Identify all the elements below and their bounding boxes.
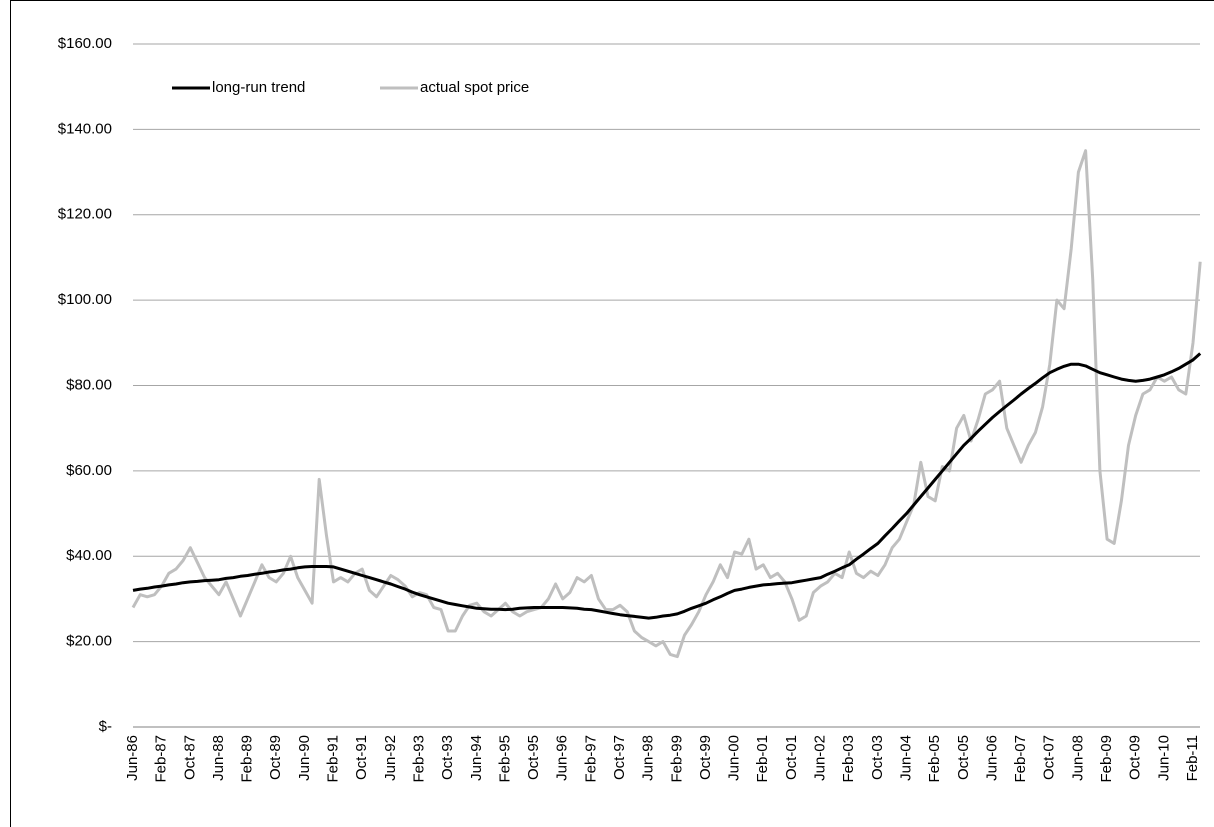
x-tick-label: Oct-91 xyxy=(353,735,370,780)
x-tick-label: Oct-03 xyxy=(869,735,886,780)
y-tick-label: $60.00 xyxy=(66,462,112,479)
x-tick-label: Jun-96 xyxy=(554,735,571,781)
x-tick-label: Feb-01 xyxy=(754,735,771,783)
legend-label: long-run trend xyxy=(212,79,305,96)
x-tick-label: Feb-97 xyxy=(582,735,599,783)
x-tick-label: Feb-05 xyxy=(926,735,943,783)
x-tick-label: Jun-10 xyxy=(1155,735,1172,781)
y-tick-label: $20.00 xyxy=(66,633,112,650)
series-line xyxy=(132,352,1202,620)
x-tick-label: Jun-86 xyxy=(124,735,141,781)
x-tick-label: Jun-08 xyxy=(1069,735,1086,781)
x-tick-label: Jun-88 xyxy=(210,735,227,781)
y-tick-label: $100.00 xyxy=(58,291,112,308)
x-tick-label: Oct-93 xyxy=(439,735,456,780)
y-tick-label: $120.00 xyxy=(58,206,112,223)
x-tick-label: Oct-05 xyxy=(955,735,972,780)
x-tick-label: Jun-94 xyxy=(468,735,485,781)
x-tick-label: Jun-00 xyxy=(726,735,743,781)
x-tick-label: Oct-89 xyxy=(267,735,284,780)
x-tick-label: Feb-11 xyxy=(1184,735,1201,781)
y-tick-label: $40.00 xyxy=(66,547,112,564)
chart-frame xyxy=(10,0,1214,827)
x-tick-label: Jun-90 xyxy=(296,735,313,781)
x-tick-label: Feb-87 xyxy=(153,735,170,783)
x-tick-label: Oct-07 xyxy=(1041,735,1058,780)
x-tick-label: Oct-99 xyxy=(697,735,714,780)
x-tick-label: Oct-09 xyxy=(1127,735,1144,780)
x-tick-label: Jun-02 xyxy=(812,735,829,781)
y-tick-label: $- xyxy=(99,718,112,735)
x-tick-label: Oct-87 xyxy=(181,735,198,780)
x-tick-label: Oct-01 xyxy=(783,735,800,780)
x-tick-label: Jun-98 xyxy=(640,735,657,781)
x-tick-label: Jun-92 xyxy=(382,735,399,781)
legend-label: actual spot price xyxy=(420,79,529,96)
x-tick-label: Feb-07 xyxy=(1012,735,1029,783)
x-tick-label: Oct-97 xyxy=(611,735,628,780)
x-tick-label: Feb-91 xyxy=(325,735,342,783)
x-tick-label: Feb-03 xyxy=(840,735,857,783)
series-line xyxy=(131,149,1202,659)
y-tick-label: $80.00 xyxy=(66,376,112,393)
x-tick-label: Oct-95 xyxy=(525,735,542,780)
y-tick-label: $140.00 xyxy=(58,120,112,137)
y-tick-label: $160.00 xyxy=(58,35,112,52)
x-tick-label: Feb-99 xyxy=(668,735,685,783)
x-tick-label: Jun-06 xyxy=(983,735,1000,781)
x-tick-label: Feb-95 xyxy=(496,735,513,783)
x-tick-label: Feb-93 xyxy=(410,735,427,783)
x-tick-label: Jun-04 xyxy=(897,735,914,781)
x-tick-label: Feb-89 xyxy=(239,735,256,783)
x-tick-label: Feb-09 xyxy=(1098,735,1115,783)
